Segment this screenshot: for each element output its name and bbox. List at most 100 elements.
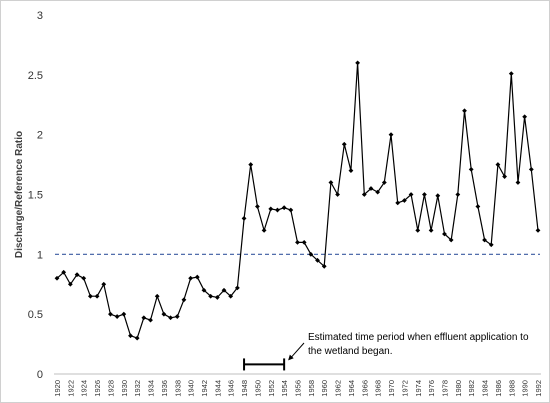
x-axis-ticks: 1920 1922 1924 1926 1928 1930 1932 1934 1936 1938… (53, 380, 543, 397)
x-tick-label: 1956 (294, 380, 303, 397)
y-axis-ticks: 0 0.5 1 1.5 2 2.5 3 (28, 10, 43, 381)
x-tick-label: 1984 (481, 380, 490, 397)
data-point (141, 315, 147, 321)
data-point (194, 274, 200, 280)
data-point (108, 311, 113, 317)
data-point (188, 275, 194, 281)
data-point (482, 237, 487, 243)
data-point (248, 162, 254, 167)
data-point (528, 166, 534, 172)
x-tick-label: 1960 (320, 380, 329, 397)
data-point (288, 207, 294, 213)
x-tick-label: 1946 (227, 380, 236, 397)
data-point (214, 295, 220, 300)
x-tick-label: 1932 (133, 380, 142, 397)
x-tick-label: 1978 (440, 380, 449, 397)
data-point (495, 162, 501, 167)
x-tick-label: 1926 (93, 380, 102, 397)
y-tick-label: 1.5 (28, 190, 43, 202)
x-tick-label: 1990 (521, 380, 530, 397)
data-point (101, 281, 107, 287)
data-point (321, 263, 327, 269)
data-point (74, 272, 80, 278)
x-tick-label: 1942 (200, 380, 209, 397)
data-point (401, 198, 407, 203)
annotation-arrow-head (288, 354, 294, 361)
y-tick-label: 3 (37, 10, 43, 22)
data-point (335, 192, 340, 197)
data-point (61, 269, 67, 275)
annotation-text-line: the wetland began. (308, 346, 393, 357)
x-tick-label: 1966 (360, 380, 369, 397)
x-tick-label: 1938 (173, 380, 182, 397)
x-tick-label: 1928 (106, 380, 115, 397)
data-point (468, 166, 474, 172)
data-point (375, 189, 381, 195)
x-tick-label: 1962 (334, 380, 343, 397)
data-point (275, 207, 280, 213)
data-point (94, 293, 100, 299)
x-tick-label: 1924 (80, 380, 89, 397)
x-tick-label: 1930 (120, 380, 129, 397)
data-point (301, 239, 307, 245)
data-point (388, 132, 394, 138)
data-point (221, 287, 227, 293)
data-point (241, 216, 247, 221)
x-tick-label: 1972 (400, 380, 409, 397)
data-point (228, 293, 234, 299)
x-tick-label: 1934 (147, 380, 156, 397)
data-point (535, 228, 541, 233)
data-point (428, 228, 434, 233)
x-tick-label: 1954 (280, 380, 289, 397)
data-point (161, 311, 167, 317)
x-tick-label: 1964 (347, 380, 356, 397)
x-tick-label: 1958 (307, 380, 316, 397)
data-point (168, 315, 173, 321)
x-tick-label: 1988 (507, 380, 516, 397)
data-point (308, 251, 314, 257)
data-point (255, 204, 260, 209)
data-point (54, 275, 60, 281)
data-point (268, 206, 274, 212)
data-point (208, 293, 214, 299)
y-tick-label: 2.5 (28, 70, 43, 82)
data-point (455, 192, 461, 197)
data-point (148, 317, 153, 323)
data-point (134, 335, 140, 341)
data-point (261, 228, 267, 233)
data-point (181, 297, 187, 303)
data-point (488, 242, 494, 248)
data-point (201, 287, 207, 293)
y-axis-label: Discharge/Reference Ratio (14, 131, 25, 258)
data-point (508, 71, 514, 77)
data-point (435, 193, 441, 199)
data-point (502, 174, 507, 179)
annotation-arrow-shaft (290, 342, 305, 358)
data-point (408, 192, 414, 197)
x-tick-label: 1936 (160, 380, 169, 397)
data-point (355, 60, 361, 66)
y-tick-label: 0 (37, 369, 43, 381)
x-tick-label: 1980 (454, 380, 463, 397)
data-point (341, 141, 347, 147)
data-points (54, 60, 541, 341)
data-point (328, 180, 334, 185)
data-point (81, 275, 87, 281)
data-point (174, 314, 180, 319)
x-tick-label: 1950 (253, 380, 262, 397)
series-line (56, 62, 539, 339)
y-tick-label: 1 (37, 249, 43, 261)
x-tick-label: 1940 (187, 380, 196, 397)
x-tick-label: 1968 (374, 380, 383, 397)
x-tick-label: 1952 (267, 380, 276, 397)
data-point (361, 192, 367, 197)
x-tick-label: 1982 (467, 380, 476, 397)
annotation: Estimated time period when effluent appl… (288, 332, 529, 361)
data-point (121, 311, 127, 317)
x-tick-label: 1922 (66, 380, 75, 397)
data-point (448, 237, 454, 243)
data-point (422, 192, 427, 197)
data-point (114, 314, 120, 319)
